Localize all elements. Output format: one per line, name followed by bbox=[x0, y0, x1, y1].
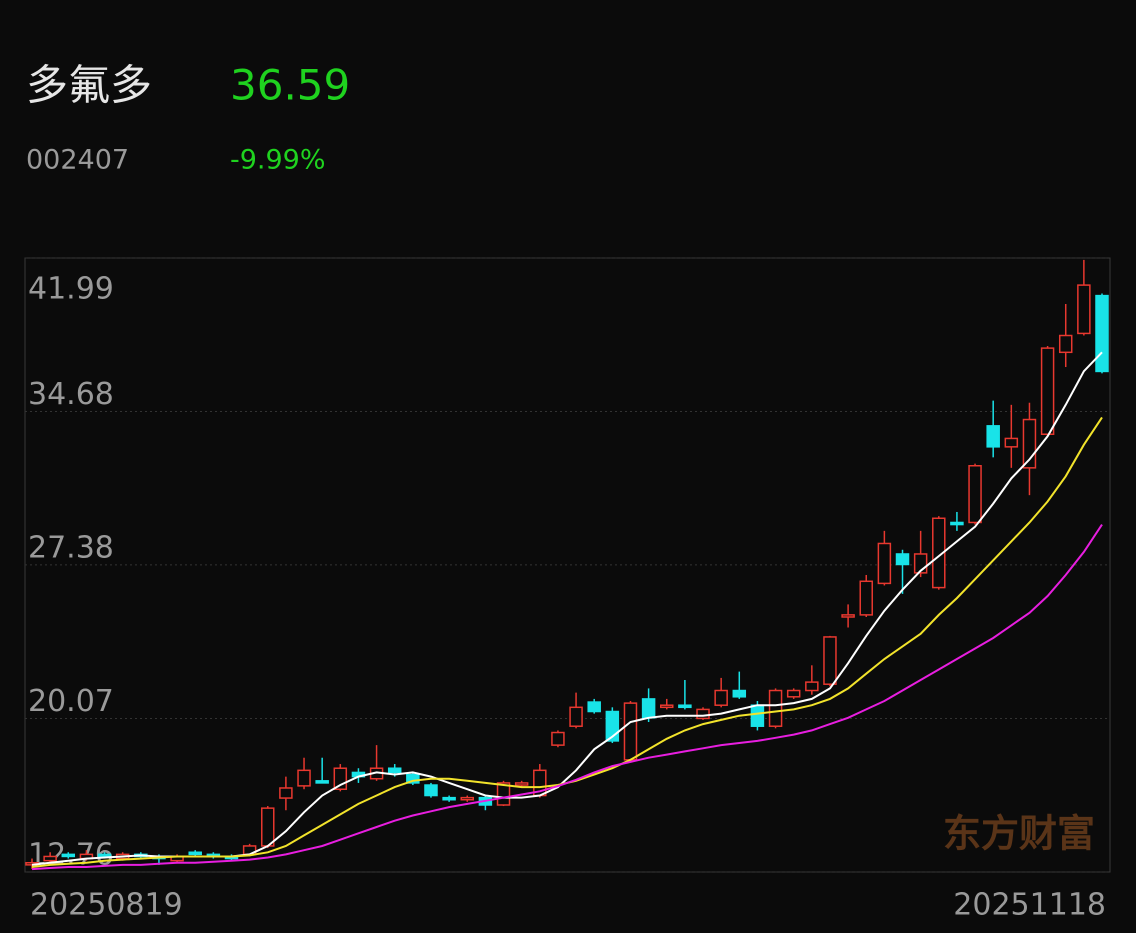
ma-line bbox=[31, 524, 1103, 871]
candle-body bbox=[188, 851, 202, 856]
candle-body bbox=[315, 780, 329, 784]
plot-frame bbox=[24, 257, 1111, 873]
candle-body bbox=[424, 784, 438, 797]
candle-body bbox=[1077, 284, 1091, 335]
candle-body bbox=[406, 773, 420, 784]
candle-body bbox=[1058, 334, 1073, 354]
candle-body bbox=[551, 731, 565, 746]
candle-body bbox=[261, 807, 275, 847]
candle-body bbox=[841, 614, 855, 618]
y-tick-label: 34.68 bbox=[28, 377, 114, 412]
candle-body bbox=[1040, 347, 1055, 435]
candle-body bbox=[950, 521, 964, 526]
watermark: 东方财富 bbox=[943, 812, 1095, 856]
candle-body bbox=[968, 464, 982, 524]
candle-body bbox=[1004, 437, 1019, 448]
candle-body bbox=[659, 704, 674, 709]
price-change: -9.99% bbox=[230, 145, 326, 176]
candle-body bbox=[877, 542, 892, 585]
candle-body bbox=[641, 698, 656, 719]
x-tick-label: 20251118 bbox=[953, 888, 1106, 923]
candle-body bbox=[696, 708, 710, 720]
ma-line bbox=[31, 351, 1103, 866]
candle-body bbox=[805, 681, 819, 692]
candle-body bbox=[1095, 294, 1109, 373]
candle-body bbox=[986, 425, 1000, 448]
candle-body bbox=[587, 701, 601, 713]
stock-name: 多氟多 bbox=[26, 61, 152, 110]
ma-line bbox=[31, 416, 1103, 868]
x-tick-label: 20250819 bbox=[30, 888, 183, 923]
candle-body bbox=[750, 704, 765, 727]
stock-price: 36.59 bbox=[230, 61, 350, 110]
candle-body bbox=[297, 769, 311, 787]
y-tick-label: 41.99 bbox=[28, 272, 114, 307]
y-tick-label: 27.38 bbox=[28, 530, 114, 565]
candle-body bbox=[442, 796, 456, 801]
candle-body bbox=[514, 782, 529, 786]
candle-body bbox=[61, 853, 76, 858]
candle-body bbox=[43, 855, 57, 862]
candle-body bbox=[768, 689, 783, 727]
candle-body bbox=[623, 702, 638, 761]
candle-body bbox=[97, 853, 112, 858]
candle-body bbox=[786, 689, 801, 698]
candle-body bbox=[932, 517, 946, 589]
candle-body bbox=[279, 787, 293, 799]
stock-code: 002407 bbox=[26, 145, 129, 176]
candle-body bbox=[387, 767, 402, 774]
candle-body bbox=[823, 636, 837, 685]
candle-body bbox=[895, 553, 910, 566]
candle-body bbox=[678, 704, 692, 709]
candle-body bbox=[732, 689, 747, 698]
y-tick-label: 20.07 bbox=[28, 684, 114, 719]
candle-body bbox=[714, 689, 728, 706]
candle-body bbox=[496, 782, 511, 806]
candle-body bbox=[859, 580, 873, 616]
candle-body bbox=[460, 796, 475, 801]
candle-body bbox=[569, 706, 583, 727]
